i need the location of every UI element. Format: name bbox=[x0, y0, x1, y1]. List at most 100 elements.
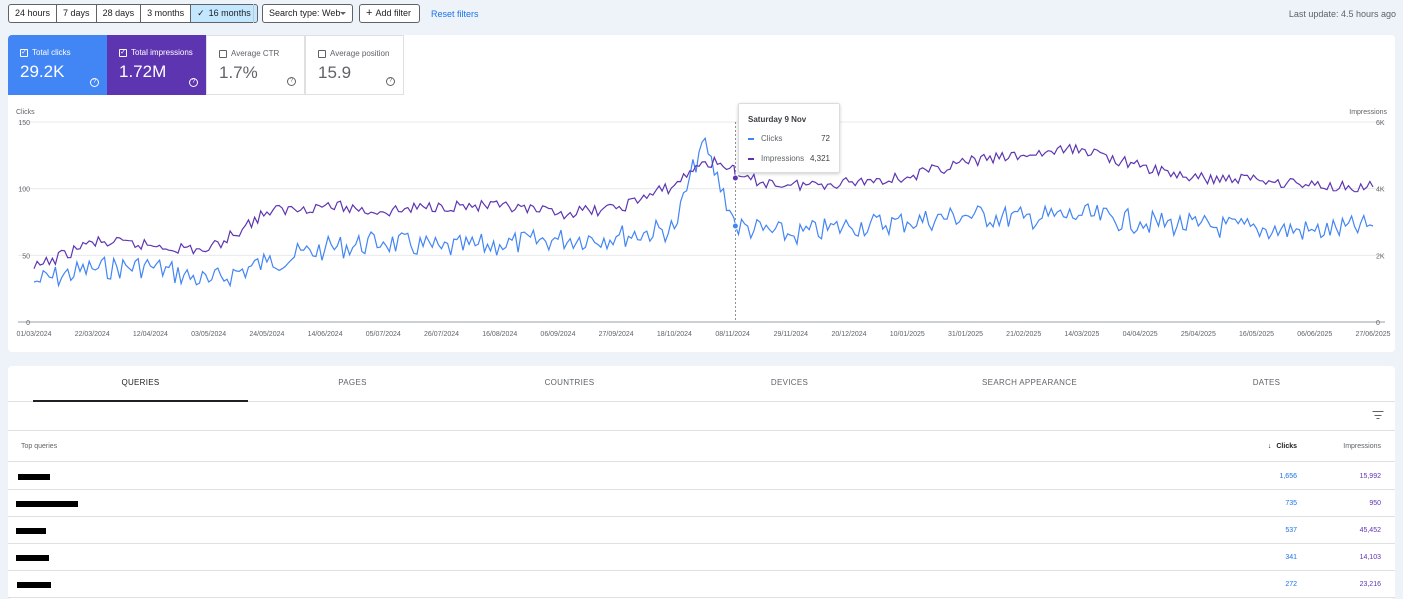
x-tick-label: 10/01/2025 bbox=[890, 331, 925, 338]
y-left-tick-label: 50 bbox=[22, 253, 30, 260]
metric-total-clicks[interactable]: ✓ Total clicks 29.2K ? bbox=[8, 35, 107, 95]
x-tick-label: 08/11/2024 bbox=[715, 331, 750, 338]
x-tick-label: 01/03/2024 bbox=[16, 331, 51, 338]
range-28-days[interactable]: 28 days bbox=[97, 5, 142, 22]
sort-arrow-icon: ↓ bbox=[1267, 443, 1272, 450]
line-chart[interactable]: 0 0 50 2K 100 4K 150 6K Clicks Impressions 01/03/2… bbox=[8, 35, 1395, 352]
search-type-dropdown[interactable]: Search type: Web bbox=[262, 4, 353, 23]
x-tick-label: 21/02/2025 bbox=[1006, 331, 1041, 338]
metric-label: Total clicks bbox=[32, 48, 71, 57]
x-tick-label: 14/03/2025 bbox=[1064, 331, 1099, 338]
dimensions-table-card: QUERIES PAGES COUNTRIES DEVICES SEARCH A… bbox=[8, 366, 1395, 599]
y-right-tick-label: 4K bbox=[1376, 187, 1385, 194]
x-tick-label: 24/05/2024 bbox=[249, 331, 284, 338]
range-16-months[interactable]: ✓ 16 months bbox=[191, 5, 257, 22]
tab-search-appearance[interactable]: SEARCH APPEARANCE bbox=[982, 378, 1077, 387]
chart-tooltip: Saturday 9 Nov Clicks 72 Impressions 4,3… bbox=[738, 103, 840, 173]
metric-average-position[interactable]: Average position 15.9 ? bbox=[305, 35, 404, 95]
table-row[interactable]: 1,656 15,992 bbox=[8, 463, 1395, 490]
tooltip-clicks-row: Clicks 72 bbox=[748, 134, 830, 143]
col-top-queries: Top queries bbox=[21, 443, 58, 450]
x-tick-label: 29/11/2024 bbox=[774, 331, 809, 338]
table-row[interactable]: 537 45,452 bbox=[8, 517, 1395, 544]
table-row[interactable]: 272 23,216 bbox=[8, 571, 1395, 598]
toolbar-divider bbox=[253, 4, 254, 23]
range-24-hours[interactable]: 24 hours bbox=[9, 5, 58, 22]
row-clicks: 537 bbox=[1285, 527, 1297, 534]
row-impressions: 15,992 bbox=[1359, 473, 1381, 480]
range-16-months-label: 16 months bbox=[208, 8, 251, 18]
performance-chart-card: ✓ Total clicks 29.2K ? ✓ Total impressions… bbox=[8, 35, 1395, 352]
caret-down-icon bbox=[340, 12, 346, 15]
reset-filters-link[interactable]: Reset filters bbox=[431, 9, 479, 19]
toolbar: 24 hours 7 days 28 days 3 months ✓ 16 mon… bbox=[0, 0, 1403, 28]
help-icon[interactable]: ? bbox=[287, 77, 296, 86]
tab-countries[interactable]: COUNTRIES bbox=[544, 378, 595, 387]
y-right-tick-label: 2K bbox=[1376, 253, 1385, 260]
help-icon[interactable]: ? bbox=[386, 77, 395, 86]
metric-total-impressions[interactable]: ✓ Total impressions 1.72M ? bbox=[107, 35, 206, 95]
x-tick-label: 14/06/2024 bbox=[308, 331, 343, 338]
row-impressions: 45,452 bbox=[1359, 527, 1381, 534]
checkbox-checked-icon[interactable]: ✓ bbox=[119, 48, 127, 57]
row-clicks: 341 bbox=[1285, 554, 1297, 561]
metric-value: 15.9 bbox=[318, 63, 352, 82]
checkbox-checked-icon[interactable]: ✓ bbox=[20, 48, 28, 57]
tooltip-date: Saturday 9 Nov bbox=[748, 115, 807, 124]
y-right-axis-label: Impressions bbox=[1349, 109, 1387, 116]
x-tick-label: 22/03/2024 bbox=[75, 331, 110, 338]
redacted-query bbox=[16, 528, 46, 534]
x-tick-label: 12/04/2024 bbox=[133, 331, 168, 338]
filter-icon[interactable] bbox=[1372, 410, 1383, 420]
redacted-query bbox=[18, 474, 50, 480]
add-filter-button[interactable]: + Add filter bbox=[359, 4, 420, 23]
date-range-group: 24 hours 7 days 28 days 3 months ✓ 16 mon… bbox=[8, 4, 258, 23]
help-icon[interactable]: ? bbox=[90, 78, 99, 87]
plus-icon: + bbox=[366, 7, 373, 19]
metric-label: Average position bbox=[330, 49, 390, 58]
x-tick-label: 05/07/2024 bbox=[366, 331, 401, 338]
help-icon[interactable]: ? bbox=[189, 78, 198, 87]
y-left-tick-label: 100 bbox=[18, 187, 30, 194]
x-tick-label: 06/09/2024 bbox=[540, 331, 575, 338]
tooltip-clicks-value: 72 bbox=[821, 134, 830, 143]
x-tick-label: 27/09/2024 bbox=[599, 331, 634, 338]
table-header: Top queries ↓ Clicks Impressions bbox=[8, 432, 1395, 462]
x-tick-label: 03/05/2024 bbox=[191, 331, 226, 338]
tab-dates[interactable]: DATES bbox=[1252, 378, 1281, 387]
y-left-axis-label: Clicks bbox=[16, 109, 35, 116]
metric-value: 1.72M bbox=[119, 62, 167, 81]
x-tick-label: 20/12/2024 bbox=[832, 331, 867, 338]
tooltip-impressions-row: Impressions 4,321 bbox=[748, 154, 830, 163]
search-type-label: Search type: Web bbox=[269, 8, 341, 18]
tooltip-impressions-value: 4,321 bbox=[809, 154, 830, 163]
row-impressions: 950 bbox=[1369, 500, 1381, 507]
table-row[interactable]: 341 14,103 bbox=[8, 544, 1395, 571]
row-impressions: 23,216 bbox=[1359, 581, 1381, 588]
redacted-query bbox=[16, 501, 78, 507]
col-clicks[interactable]: ↓ Clicks bbox=[1268, 443, 1297, 450]
y-right-tick-label: 0 bbox=[1376, 320, 1380, 327]
range-7-days[interactable]: 7 days bbox=[57, 5, 97, 22]
table-filter-bar bbox=[8, 402, 1395, 431]
x-tick-label: 31/01/2025 bbox=[948, 331, 983, 338]
metric-average-ctr[interactable]: Average CTR 1.7% ? bbox=[206, 35, 305, 95]
tab-devices[interactable]: DEVICES bbox=[770, 378, 809, 387]
table-row[interactable]: 735 950 bbox=[8, 490, 1395, 517]
x-tick-label: 06/06/2025 bbox=[1297, 331, 1332, 338]
highlight-point-impressions bbox=[731, 174, 739, 182]
y-left-tick-label: 0 bbox=[26, 320, 30, 327]
series-line-clicks bbox=[33, 136, 1374, 288]
y-right-tick-label: 6K bbox=[1376, 120, 1385, 127]
checkbox-unchecked-icon[interactable] bbox=[219, 49, 227, 58]
redacted-query bbox=[16, 555, 49, 561]
tooltip-clicks-label: Clicks bbox=[761, 134, 783, 143]
tab-queries[interactable]: QUERIES bbox=[33, 366, 248, 402]
metric-label: Total impressions bbox=[131, 48, 193, 57]
col-impressions[interactable]: Impressions bbox=[1343, 443, 1381, 450]
tab-pages[interactable]: PAGES bbox=[338, 378, 367, 387]
x-tick-label: 04/04/2025 bbox=[1123, 331, 1158, 338]
range-3-months[interactable]: 3 months bbox=[141, 5, 192, 22]
col-clicks-label: Clicks bbox=[1276, 443, 1297, 450]
checkbox-unchecked-icon[interactable] bbox=[318, 49, 326, 58]
